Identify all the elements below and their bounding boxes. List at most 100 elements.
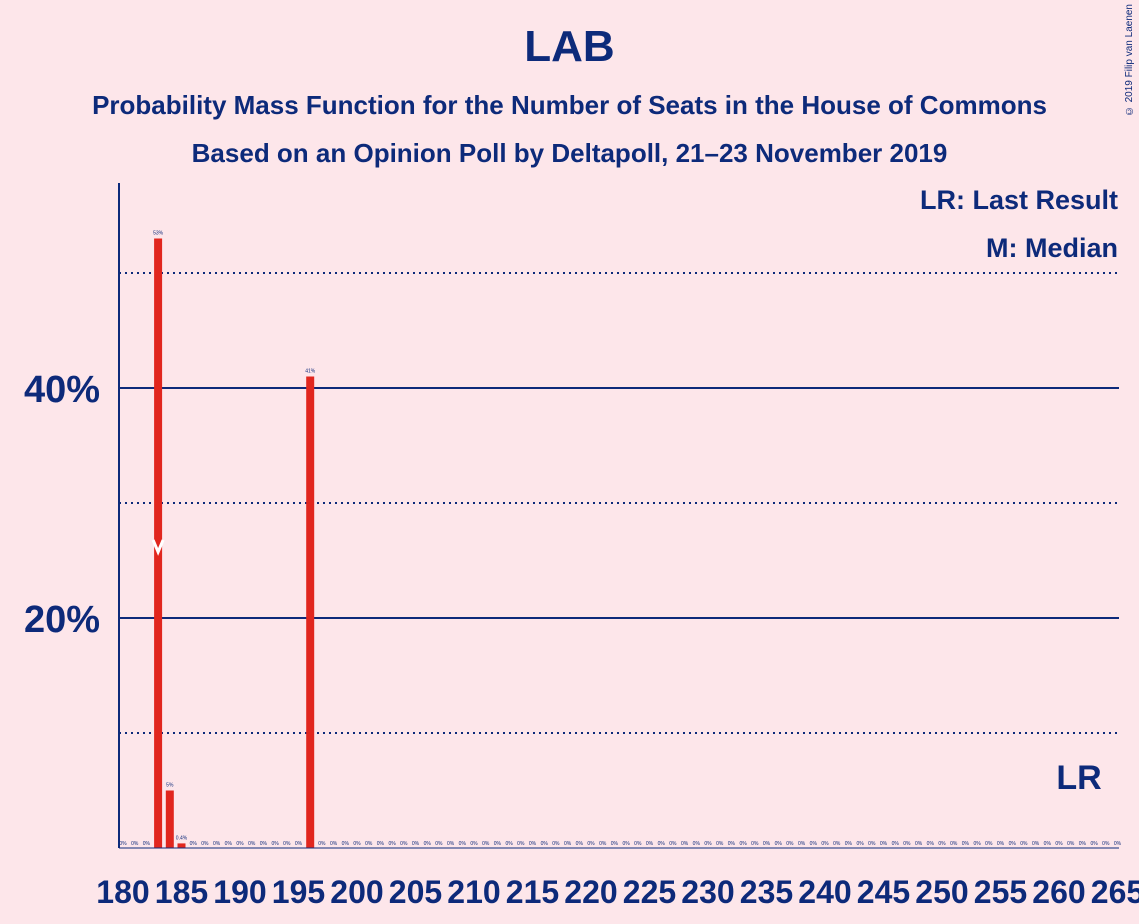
data-label: 0% [1114, 841, 1122, 847]
y-tick-label: 40% [24, 369, 100, 411]
data-label: 0% [529, 841, 537, 847]
data-label: 0% [798, 841, 806, 847]
data-label: 0% [353, 841, 361, 847]
data-label: 0% [365, 841, 373, 847]
data-label: 0% [868, 841, 876, 847]
data-label: 0% [400, 841, 408, 847]
data-label: 0% [1079, 841, 1087, 847]
data-label: 0% [681, 841, 689, 847]
data-label: 0% [927, 841, 935, 847]
data-label: 0% [634, 841, 642, 847]
data-label: 0% [786, 841, 794, 847]
data-label: 0% [611, 841, 619, 847]
data-label: 0% [1009, 841, 1017, 847]
data-label: 0% [821, 841, 829, 847]
data-label: 0% [576, 841, 584, 847]
data-label: 41% [305, 369, 316, 375]
data-label: 0% [119, 841, 127, 847]
data-label: 0% [856, 841, 864, 847]
data-label: 0% [143, 841, 151, 847]
data-label: 0% [938, 841, 946, 847]
data-label: 0% [412, 841, 420, 847]
data-label: 0% [459, 841, 467, 847]
data-label: 0% [1055, 841, 1063, 847]
x-tick-label: 215 [506, 874, 559, 910]
x-tick-label: 220 [564, 874, 617, 910]
data-label: 0% [517, 841, 525, 847]
x-tick-label: 250 [915, 874, 968, 910]
data-label: 0% [751, 841, 759, 847]
x-tick-label: 260 [1032, 874, 1085, 910]
data-label: 0% [646, 841, 654, 847]
x-tick-label: 200 [330, 874, 383, 910]
data-label: 5% [166, 783, 174, 789]
data-label: 0% [599, 841, 607, 847]
x-tick-label: 245 [857, 874, 910, 910]
bar [306, 376, 315, 848]
data-label: 0% [622, 841, 630, 847]
data-label: 0% [587, 841, 595, 847]
chart-title: LAB [524, 22, 615, 71]
data-label: 0% [892, 841, 900, 847]
y-tick-label: 20% [24, 599, 100, 641]
data-label: 0% [190, 841, 198, 847]
data-label: 0% [845, 841, 853, 847]
data-label: 0% [225, 841, 233, 847]
legend-median: M: Median [986, 233, 1118, 263]
data-label: 0% [693, 841, 701, 847]
data-label: 0% [260, 841, 268, 847]
data-label: 0% [213, 841, 221, 847]
data-label: 0% [1090, 841, 1098, 847]
bar [177, 843, 186, 848]
data-label: 0% [833, 841, 841, 847]
x-tick-label: 265 [1091, 874, 1139, 910]
chart-source: Based on an Opinion Poll by Deltapoll, 2… [191, 138, 948, 168]
data-label: 0% [342, 841, 350, 847]
x-tick-label: 255 [974, 874, 1027, 910]
data-label: 0% [447, 841, 455, 847]
x-tick-label: 235 [740, 874, 793, 910]
data-label: 0% [810, 841, 818, 847]
data-label: 0% [1044, 841, 1052, 847]
x-tick-label: 225 [623, 874, 676, 910]
data-label: 0% [739, 841, 747, 847]
data-label: 0% [236, 841, 244, 847]
chart-subtitle: Probability Mass Function for the Number… [92, 90, 1047, 120]
data-label: 0% [283, 841, 291, 847]
x-tick-label: 190 [213, 874, 266, 910]
x-tick-label: 240 [798, 874, 851, 910]
data-label: 0% [435, 841, 443, 847]
data-label: 0% [388, 841, 396, 847]
data-label: 0% [424, 841, 432, 847]
data-label: 0% [962, 841, 970, 847]
data-label: 0% [763, 841, 771, 847]
x-tick-label: 185 [155, 874, 208, 910]
data-label: 0% [377, 841, 385, 847]
data-label: 53% [153, 231, 164, 237]
data-label: 0% [997, 841, 1005, 847]
data-label: 0% [271, 841, 279, 847]
data-label: 0% [1020, 841, 1028, 847]
data-label: 0% [1067, 841, 1075, 847]
data-label: 0% [985, 841, 993, 847]
data-label: 0% [541, 841, 549, 847]
data-label: 0% [494, 841, 502, 847]
data-label: 0% [1102, 841, 1110, 847]
median-marker [151, 539, 165, 556]
x-tick-label: 180 [96, 874, 149, 910]
data-label: 0% [552, 841, 560, 847]
bar [154, 238, 163, 848]
data-label: 0% [330, 841, 338, 847]
bar [165, 790, 174, 848]
data-label: 0% [728, 841, 736, 847]
data-label: 0% [950, 841, 958, 847]
x-tick-label: 195 [272, 874, 325, 910]
data-label: 0% [295, 841, 303, 847]
last-result-label: LR [1056, 759, 1101, 797]
data-label: 0% [1032, 841, 1040, 847]
data-label: 0.4% [176, 835, 188, 841]
data-label: 0% [915, 841, 923, 847]
data-label: 0% [318, 841, 326, 847]
data-label: 0% [482, 841, 490, 847]
